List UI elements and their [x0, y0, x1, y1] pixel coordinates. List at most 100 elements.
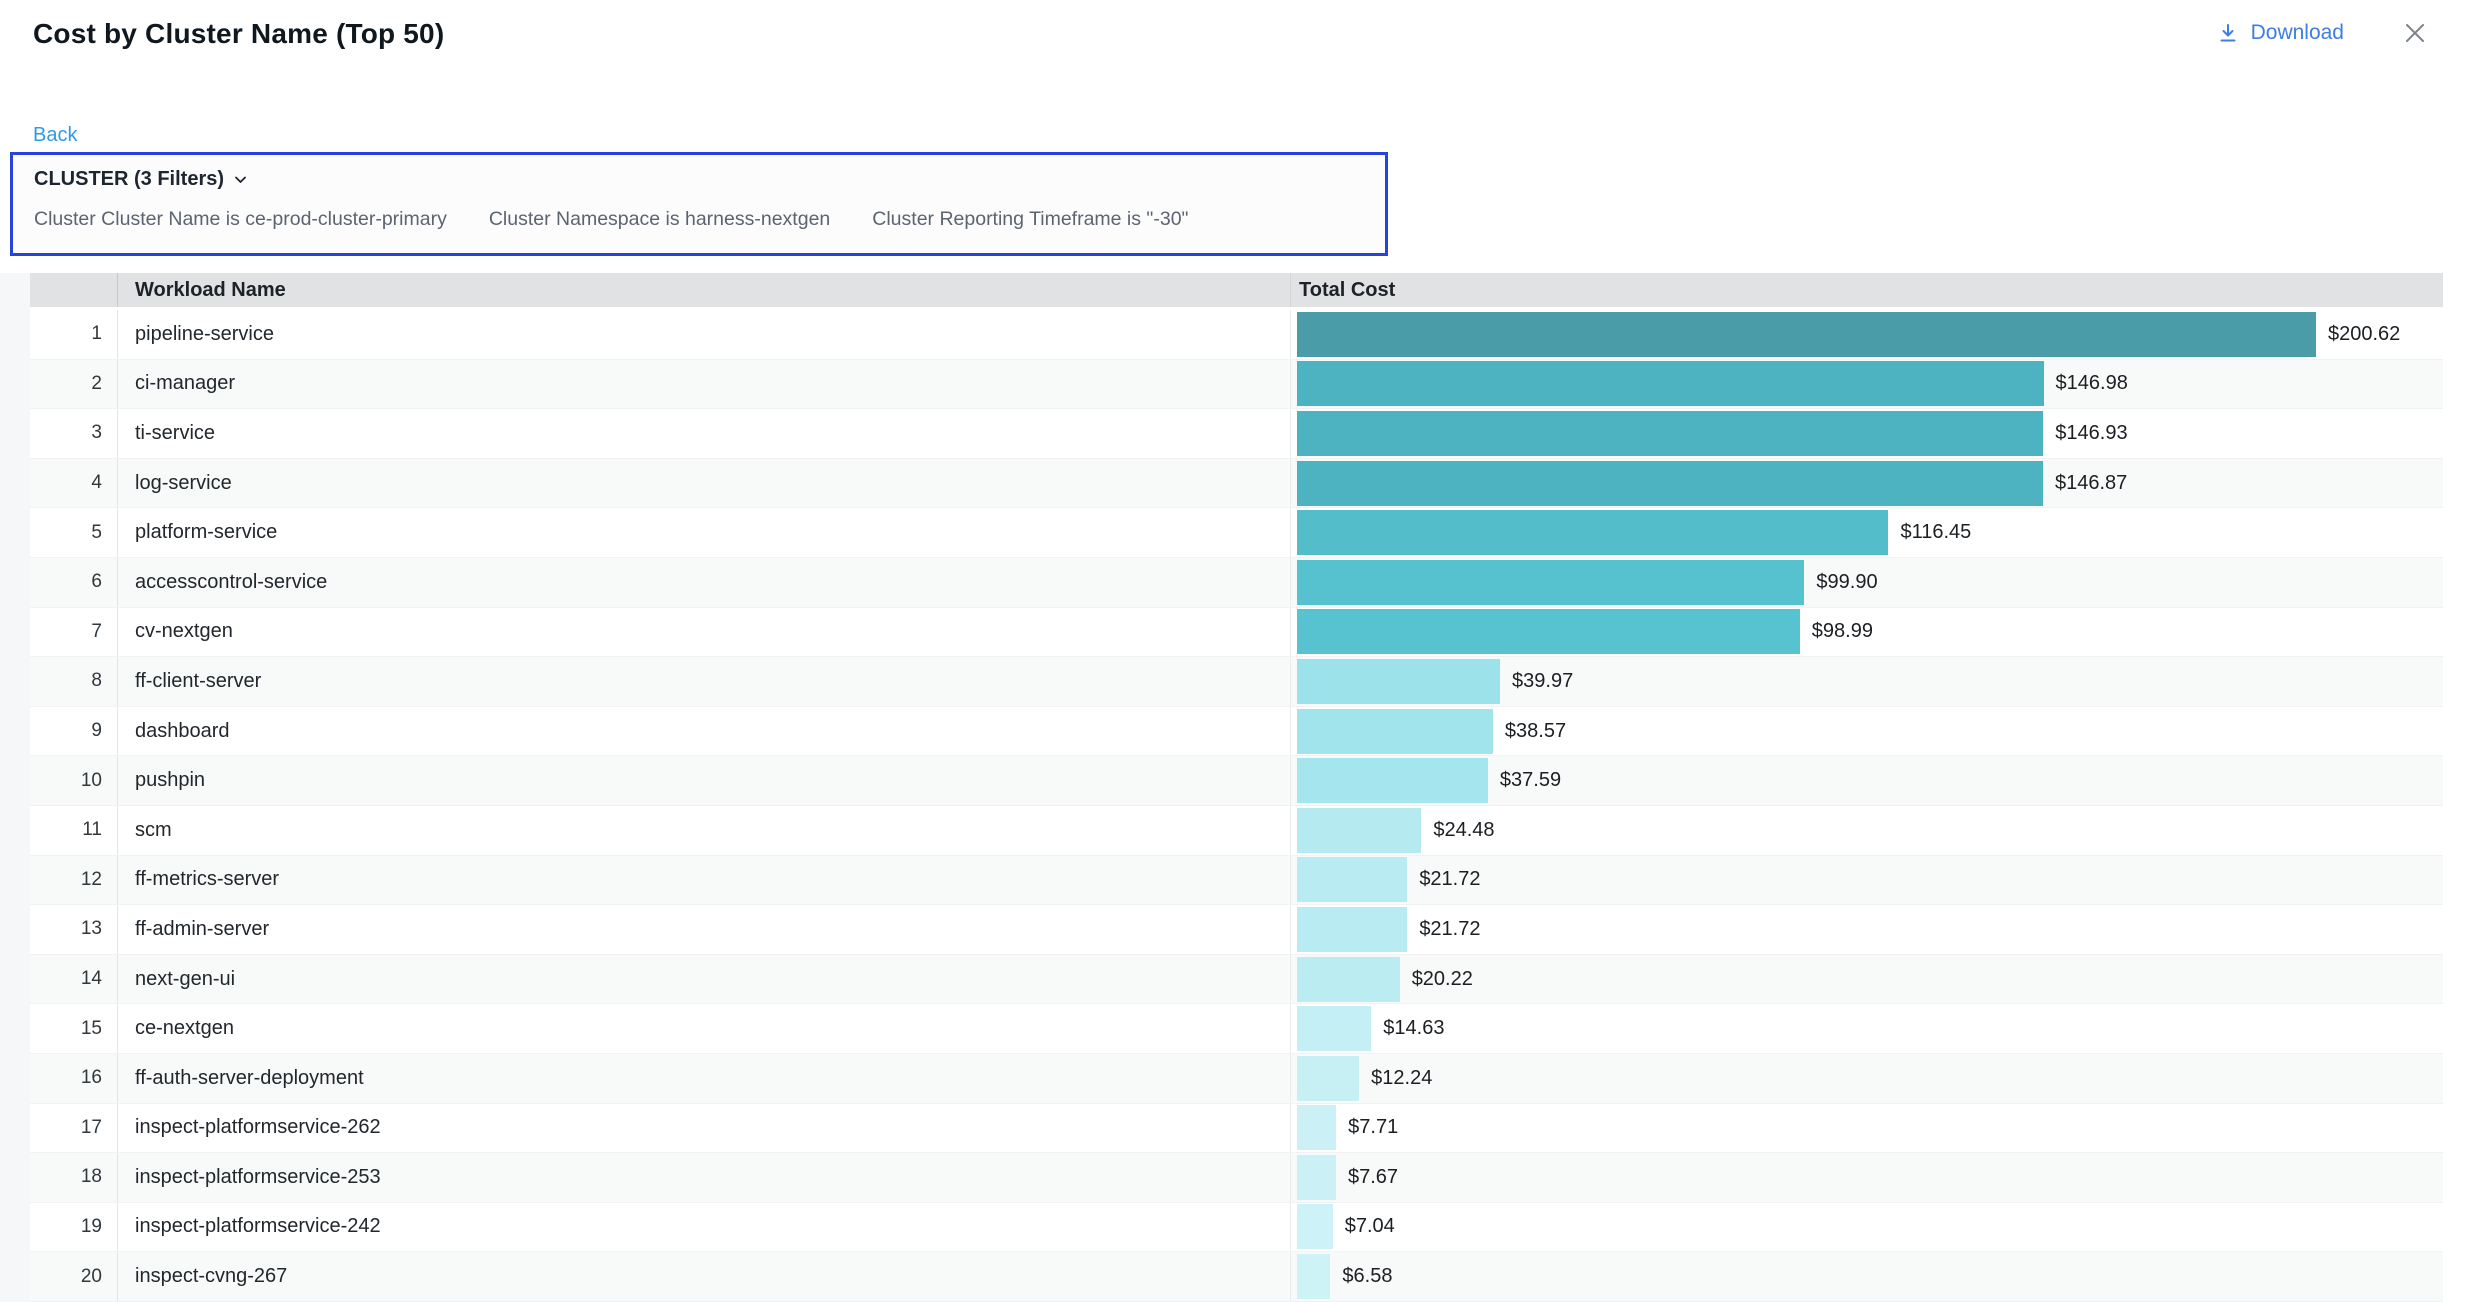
rank-column-header: [30, 273, 118, 307]
table-row: 20inspect-cvng-267 $6.58: [30, 1252, 2443, 1302]
total-cost-cell: $14.63: [1290, 1004, 2443, 1053]
cost-bar: [1297, 411, 2043, 456]
cost-bar: [1297, 560, 1804, 605]
cost-value-label: $146.87: [2055, 472, 2127, 495]
total-cost-cell: $99.90: [1290, 558, 2443, 607]
close-icon: [2402, 20, 2428, 46]
workload-name: ff-metrics-server: [118, 856, 1290, 905]
total-cost-cell: $7.04: [1290, 1203, 2443, 1252]
total-cost-cell: $37.59: [1290, 756, 2443, 805]
table-row: 16ff-auth-server-deployment$12.24: [30, 1054, 2443, 1104]
table-row: 13ff-admin-server$21.72: [30, 905, 2443, 955]
table-row: 2ci-manager$146.98: [30, 360, 2443, 410]
workload-name: pushpin: [118, 756, 1290, 805]
table-row: 18inspect-platformservice-253$7.67: [30, 1153, 2443, 1203]
page-title: Cost by Cluster Name (Top 50): [33, 18, 444, 50]
row-rank: 20: [30, 1252, 118, 1301]
total-cost-cell: $146.98: [1290, 360, 2443, 409]
table-body: 1pipeline-service$200.622ci-manager$146.…: [30, 310, 2443, 1302]
cost-value-label: $98.99: [1812, 620, 1873, 643]
row-rank: 1: [30, 310, 118, 359]
total-cost-cell: $7.71: [1290, 1104, 2443, 1153]
row-rank: 17: [30, 1104, 118, 1153]
table-row: 11scm $24.48: [30, 806, 2443, 856]
total-cost-cell: $98.99: [1290, 608, 2443, 657]
cost-bar: [1297, 1254, 1330, 1299]
workload-name-column-header: Workload Name: [118, 273, 1290, 307]
cost-bar: [1297, 1056, 1359, 1101]
close-button[interactable]: [2400, 18, 2430, 48]
cost-value-label: $14.63: [1383, 1017, 1444, 1040]
row-rank: 6: [30, 558, 118, 607]
total-cost-column-header: Total Cost: [1290, 273, 2443, 307]
cost-bar: [1297, 758, 1488, 803]
cost-value-label: $24.48: [1433, 819, 1494, 842]
workload-name: inspect-platformservice-242: [118, 1203, 1290, 1252]
cost-bar: [1297, 709, 1493, 754]
active-filters: Cluster Cluster Name is ce-prod-cluster-…: [34, 208, 1365, 231]
download-button[interactable]: Download: [2217, 21, 2344, 45]
table-row: 17inspect-platformservice-262$7.71: [30, 1104, 2443, 1154]
total-cost-cell: $12.24: [1290, 1054, 2443, 1103]
total-cost-cell: $20.22: [1290, 955, 2443, 1004]
row-rank: 5: [30, 508, 118, 557]
cost-value-label: $146.98: [2056, 372, 2128, 395]
workload-name: inspect-platformservice-253: [118, 1153, 1290, 1202]
cost-value-label: $21.72: [1419, 918, 1480, 941]
download-icon: [2217, 22, 2239, 44]
filter-summary-toggle[interactable]: CLUSTER (3 Filters): [34, 168, 248, 191]
table-header-row: Workload Name Total Cost: [30, 273, 2443, 307]
workload-name: log-service: [118, 459, 1290, 508]
cost-value-label: $7.71: [1348, 1116, 1398, 1139]
cost-bar: [1297, 659, 1500, 704]
table-row: 5platform-service$116.45: [30, 508, 2443, 558]
filter-item: Cluster Cluster Name is ce-prod-cluster-…: [34, 208, 447, 231]
row-rank: 15: [30, 1004, 118, 1053]
workload-name: ce-nextgen: [118, 1004, 1290, 1053]
table-row: 19inspect-platformservice-242$7.04: [30, 1203, 2443, 1253]
workload-name: ff-auth-server-deployment: [118, 1054, 1290, 1103]
row-rank: 11: [30, 806, 118, 855]
cost-value-label: $7.67: [1348, 1166, 1398, 1189]
cost-value-label: $146.93: [2055, 422, 2127, 445]
cost-value-label: $99.90: [1816, 571, 1877, 594]
row-rank: 10: [30, 756, 118, 805]
total-cost-cell: $21.72: [1290, 856, 2443, 905]
download-label: Download: [2251, 21, 2344, 45]
workload-name: accesscontrol-service: [118, 558, 1290, 607]
total-cost-cell: $38.57: [1290, 707, 2443, 756]
workload-name: dashboard: [118, 707, 1290, 756]
row-rank: 16: [30, 1054, 118, 1103]
workload-name: ff-admin-server: [118, 905, 1290, 954]
table-row: 12ff-metrics-server$21.72: [30, 856, 2443, 906]
row-rank: 12: [30, 856, 118, 905]
workload-name: scm: [118, 806, 1290, 855]
total-cost-cell: $39.97: [1290, 657, 2443, 706]
workload-name: cv-nextgen: [118, 608, 1290, 657]
cost-value-label: $39.97: [1512, 670, 1573, 693]
workload-name: pipeline-service: [118, 310, 1290, 359]
table-row: 8ff-client-server$39.97: [30, 657, 2443, 707]
table-row: 7cv-nextgen$98.99: [30, 608, 2443, 658]
cost-value-label: $37.59: [1500, 769, 1561, 792]
workload-name: ff-client-server: [118, 657, 1290, 706]
workload-name: inspect-cvng-267: [118, 1252, 1290, 1301]
table-row: 15ce-nextgen $14.63: [30, 1004, 2443, 1054]
workload-name: ti-service: [118, 409, 1290, 458]
row-rank: 9: [30, 707, 118, 756]
back-link[interactable]: Back: [33, 124, 77, 147]
cost-bar: [1297, 1204, 1333, 1249]
cost-value-label: $6.58: [1342, 1265, 1392, 1288]
total-cost-cell: $6.58: [1290, 1252, 2443, 1301]
total-cost-cell: $7.67: [1290, 1153, 2443, 1202]
workload-name: platform-service: [118, 508, 1290, 557]
table-row: 9dashboard$38.57: [30, 707, 2443, 757]
chevron-down-icon: [233, 172, 248, 187]
row-rank: 4: [30, 459, 118, 508]
cost-bar: [1297, 1105, 1336, 1150]
total-cost-cell: $146.87: [1290, 459, 2443, 508]
cost-value-label: $20.22: [1412, 968, 1473, 991]
workload-name: ci-manager: [118, 360, 1290, 409]
table-row: 1pipeline-service$200.62: [30, 310, 2443, 360]
total-cost-cell: $146.93: [1290, 409, 2443, 458]
